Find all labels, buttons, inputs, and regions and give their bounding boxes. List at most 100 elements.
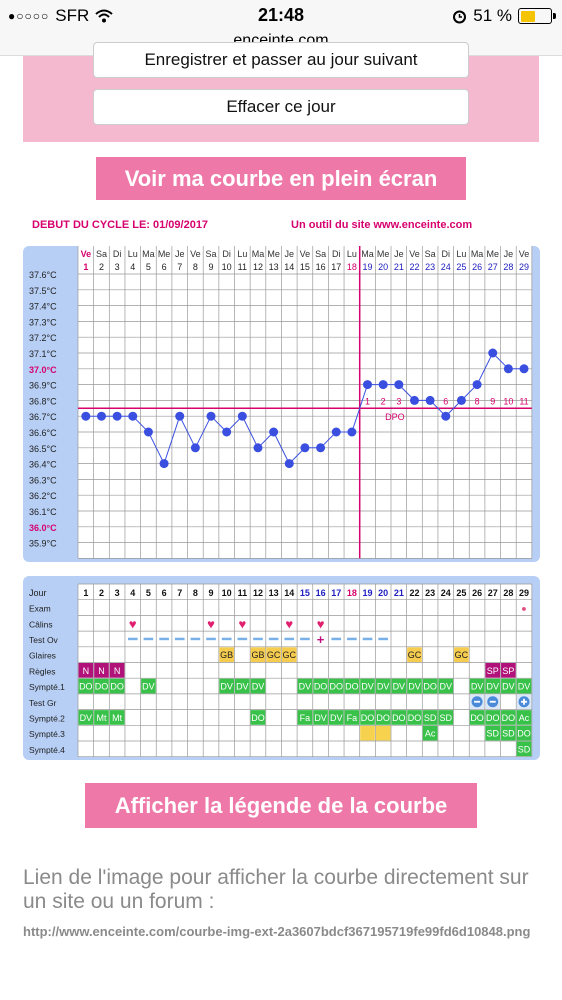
- table-cell-fill[interactable]: [266, 647, 281, 662]
- table-cell-fill[interactable]: [313, 710, 328, 725]
- temperature-point[interactable]: [159, 459, 169, 469]
- table-cell-fill[interactable]: [438, 678, 454, 694]
- table-cell-fill[interactable]: [501, 710, 516, 725]
- table-cell-fill[interactable]: [328, 710, 344, 725]
- temperature-point[interactable]: [331, 427, 341, 437]
- table-cell-fill[interactable]: [219, 678, 234, 694]
- table-cell-fill[interactable]: [109, 663, 125, 678]
- save-next-day-button[interactable]: Enregistrer et passer au jour suivant: [93, 42, 469, 78]
- table-cell-fill[interactable]: [297, 678, 313, 694]
- temperature-point[interactable]: [394, 380, 404, 390]
- table-cell-fill[interactable]: [407, 678, 422, 694]
- table-cell-text: GC: [283, 650, 297, 660]
- temperature-point[interactable]: [237, 411, 247, 421]
- temperature-point[interactable]: [206, 411, 216, 421]
- table-cell-fill[interactable]: [109, 678, 125, 694]
- table-cell-text: DV: [252, 682, 265, 692]
- table-cell-fill[interactable]: [516, 710, 532, 725]
- table-cell-fill[interactable]: [501, 725, 516, 741]
- table-cell-fill[interactable]: [141, 678, 156, 694]
- table-cell-fill[interactable]: [516, 741, 532, 757]
- table-cell-fill[interactable]: [485, 663, 501, 678]
- sympt3-yellow-cell[interactable]: [375, 725, 391, 741]
- temperature-point[interactable]: [378, 380, 388, 390]
- temperature-point[interactable]: [143, 427, 153, 437]
- table-cell-fill[interactable]: [313, 678, 328, 694]
- clear-day-button[interactable]: Effacer ce jour: [93, 89, 469, 125]
- temperature-point[interactable]: [488, 348, 498, 358]
- temperature-point[interactable]: [269, 427, 279, 437]
- temperature-point[interactable]: [503, 364, 513, 374]
- temperature-point[interactable]: [347, 427, 357, 437]
- table-cell-fill[interactable]: [391, 710, 407, 725]
- sympt3-yellow-cell[interactable]: [360, 725, 375, 741]
- temperature-point[interactable]: [222, 427, 232, 437]
- image-link-url[interactable]: http://www.enceinte.com/courbe-img-ext-2…: [23, 924, 531, 939]
- table-cell-fill[interactable]: [407, 647, 422, 662]
- temperature-point[interactable]: [96, 411, 106, 421]
- table-cell-fill[interactable]: [422, 710, 438, 725]
- table-cell-text: DO: [517, 729, 531, 739]
- fullscreen-chart-button[interactable]: Voir ma courbe en plein écran: [96, 157, 466, 200]
- temperature-point[interactable]: [190, 443, 200, 453]
- table-cell-fill[interactable]: [469, 678, 485, 694]
- table-cell-fill[interactable]: [501, 678, 516, 694]
- table-cell-fill[interactable]: [94, 710, 109, 725]
- table-cell-fill[interactable]: [501, 663, 516, 678]
- temperature-point[interactable]: [456, 395, 466, 405]
- table-cell-fill[interactable]: [219, 647, 234, 662]
- table-cell-fill[interactable]: [485, 678, 501, 694]
- temperature-point[interactable]: [472, 380, 482, 390]
- temperature-point[interactable]: [128, 411, 138, 421]
- table-cell-fill[interactable]: [469, 710, 485, 725]
- temperature-point[interactable]: [316, 443, 326, 453]
- table-cell-fill[interactable]: [109, 710, 125, 725]
- day-tick-label: 15: [300, 262, 310, 272]
- table-cell-fill[interactable]: [328, 678, 344, 694]
- table-day-label: 7: [177, 588, 182, 598]
- table-cell-fill[interactable]: [78, 663, 94, 678]
- table-cell-fill[interactable]: [94, 663, 109, 678]
- temperature-point[interactable]: [409, 395, 419, 405]
- show-legend-button[interactable]: Afficher la légende de la courbe: [85, 783, 477, 828]
- table-cell-fill[interactable]: [375, 710, 391, 725]
- temperature-point[interactable]: [425, 395, 435, 405]
- temperature-point[interactable]: [284, 459, 294, 469]
- table-cell-fill[interactable]: [281, 647, 297, 662]
- table-cell-fill[interactable]: [516, 725, 532, 741]
- table-cell-fill[interactable]: [422, 725, 438, 741]
- table-cell-fill[interactable]: [235, 678, 250, 694]
- table-cell-fill[interactable]: [94, 678, 109, 694]
- temperature-point[interactable]: [363, 380, 373, 390]
- heart-icon: ♥: [285, 616, 293, 631]
- table-cell-fill[interactable]: [250, 647, 266, 662]
- table-cell-fill[interactable]: [454, 647, 469, 662]
- temperature-point[interactable]: [81, 411, 91, 421]
- temperature-point[interactable]: [253, 443, 263, 453]
- table-cell-fill[interactable]: [485, 725, 501, 741]
- table-cell-fill[interactable]: [422, 678, 438, 694]
- table-cell-fill[interactable]: [250, 710, 266, 725]
- table-cell-fill[interactable]: [360, 678, 375, 694]
- table-cell-fill[interactable]: [375, 678, 391, 694]
- table-cell-fill[interactable]: [344, 710, 360, 725]
- temperature-point[interactable]: [441, 411, 451, 421]
- table-day-label: 19: [363, 588, 373, 598]
- table-cell-fill[interactable]: [360, 710, 375, 725]
- table-cell-fill[interactable]: [485, 710, 501, 725]
- table-cell-fill[interactable]: [297, 710, 313, 725]
- table-cell-fill[interactable]: [407, 710, 422, 725]
- table-cell-fill[interactable]: [78, 678, 94, 694]
- temperature-chart-panel: Ve 1 Sa 2 Di 3 Lu 4 Ma 5 Me 6 Je 7 Ve 8 Sa 9 Di 10 Lu 11 Ma 12 M…: [23, 246, 540, 562]
- temperature-point[interactable]: [519, 364, 529, 374]
- table-cell-fill[interactable]: [438, 710, 454, 725]
- table-row-label: Sympté.3: [29, 729, 65, 739]
- table-cell-fill[interactable]: [344, 678, 360, 694]
- table-cell-fill[interactable]: [250, 678, 266, 694]
- temperature-point[interactable]: [300, 443, 310, 453]
- temperature-point[interactable]: [112, 411, 122, 421]
- table-cell-fill[interactable]: [78, 710, 94, 725]
- table-cell-fill[interactable]: [391, 678, 407, 694]
- temperature-point[interactable]: [175, 411, 185, 421]
- table-cell-fill[interactable]: [516, 678, 532, 694]
